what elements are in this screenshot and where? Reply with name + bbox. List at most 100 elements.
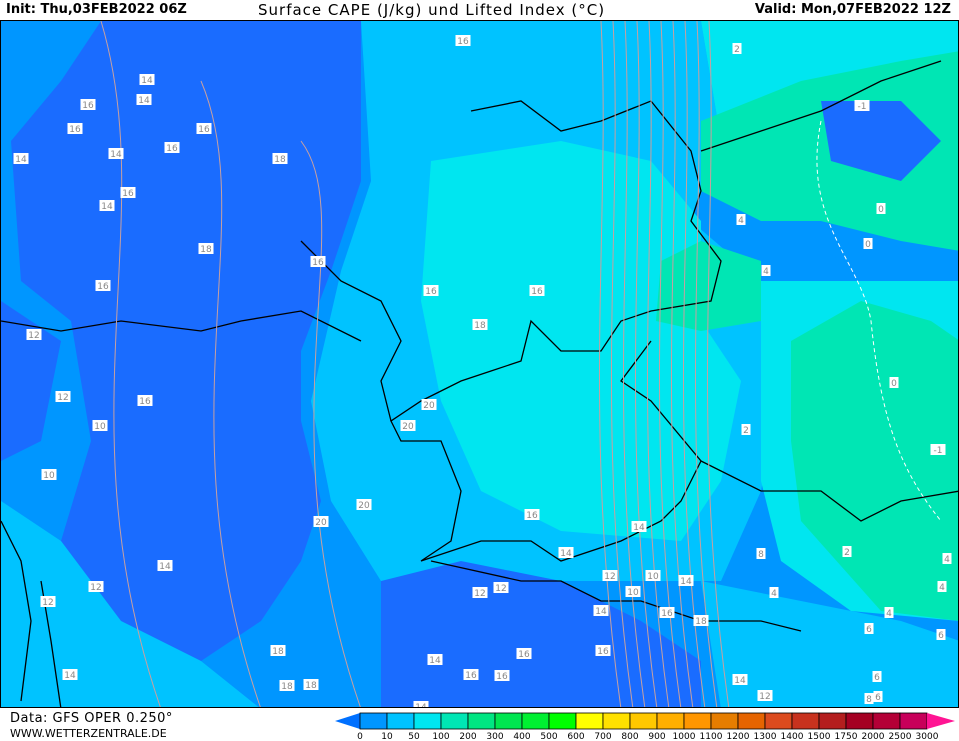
- contour-label-text: 14: [415, 703, 427, 708]
- contour-label-text: 4: [738, 216, 744, 226]
- contour-label: 2: [842, 546, 852, 558]
- contour-label: 4: [942, 553, 952, 565]
- contour-label: 8: [864, 693, 874, 705]
- contour-label: 18: [198, 243, 214, 255]
- contour-label: 12: [493, 582, 509, 594]
- contour-label: 14: [99, 200, 115, 212]
- contour-label-text: 20: [315, 518, 327, 528]
- contour-label: 6: [873, 691, 883, 703]
- contour-label: 6: [936, 629, 946, 641]
- contour-label: 12: [40, 596, 56, 608]
- field-region: [11, 21, 361, 661]
- contour-label: 4: [937, 581, 947, 593]
- contour-label-text: 6: [866, 625, 872, 635]
- contour-label-text: 16: [198, 125, 210, 135]
- contour-label: 4: [884, 607, 894, 619]
- legend-tick-label: 1100: [700, 732, 723, 741]
- valid-time: Valid: Mon,07FEB2022 12Z: [754, 2, 951, 17]
- contour-label: 16: [164, 142, 180, 154]
- legend-tick-label: 10: [381, 732, 393, 741]
- lifted-index-contour: [646, 21, 670, 707]
- country-border: [1, 310, 362, 342]
- contour-label: 16: [80, 99, 96, 111]
- lifted-index-contour: [682, 21, 706, 707]
- legend-swatch: [872, 712, 901, 730]
- contour-label: 16: [120, 187, 136, 199]
- contour-label-text: 6: [938, 631, 944, 641]
- contour-label: 14: [678, 575, 694, 587]
- legend-swatch: [548, 712, 577, 730]
- contour-label-text: 14: [101, 202, 113, 212]
- legend-tick-label: 3000: [916, 732, 939, 741]
- contour-label-text: 20: [402, 422, 414, 432]
- website-credit: WWW.WETTERZENTRALE.DE: [10, 727, 167, 740]
- contour-label: 16: [529, 285, 545, 297]
- contour-label-text: 14: [15, 155, 27, 165]
- contour-label: 10: [92, 420, 108, 432]
- contour-label: 14: [139, 74, 155, 86]
- legend-swatch: [413, 712, 442, 730]
- contour-label: 16: [95, 280, 111, 292]
- contour-label-text: 14: [64, 671, 76, 681]
- legend-tick-label: 1500: [808, 732, 831, 741]
- contour-label-text: 14: [595, 607, 607, 617]
- contour-label-text: 14: [141, 76, 153, 86]
- legend-tick-label: 1400: [781, 732, 804, 741]
- contour-label-text: 20: [358, 501, 370, 511]
- contour-label-text: 12: [604, 572, 615, 582]
- weather-map: 16 14 16 14 16 16 14 18 14 16 14 16 18 16 16 16 16 18 12 12…: [0, 20, 959, 708]
- contour-label-text: 8: [866, 695, 872, 705]
- legend-tick-label: 0: [357, 732, 363, 741]
- contour-label: 12: [88, 581, 104, 593]
- legend-tick-label: 300: [486, 732, 503, 741]
- contour-label-text: 8: [758, 550, 764, 560]
- lifted-index-contour: [300, 140, 361, 707]
- country-border: [700, 60, 942, 152]
- contour-label: 12: [757, 690, 773, 702]
- contour-label: 14: [631, 521, 647, 533]
- contour-label: 18: [472, 319, 488, 331]
- country-border: [300, 240, 402, 422]
- contour-label-text: 6: [875, 693, 881, 703]
- legend-swatch: [440, 712, 469, 730]
- field-region: [1, 501, 259, 707]
- contour-label: 14: [13, 153, 29, 165]
- contour-label-text: -1: [934, 446, 943, 456]
- contour-label: -1: [854, 100, 870, 112]
- contour-label-text: 16: [122, 189, 134, 199]
- legend-tick-label: 1300: [754, 732, 777, 741]
- contour-label: 6: [872, 671, 882, 683]
- legend-tick-label: 2000: [862, 732, 885, 741]
- lifted-index-contour: [610, 21, 634, 707]
- contour-label-text: 14: [159, 562, 171, 572]
- legend-swatch: [467, 712, 496, 730]
- lifted-index-contour: [670, 21, 694, 707]
- lifted-index-contour: [658, 21, 682, 707]
- contour-label-text: 16: [597, 647, 609, 657]
- contour-label-text: 18: [695, 617, 707, 627]
- contour-label-text: 4: [763, 267, 769, 277]
- init-time: Init: Thu,03FEB2022 06Z: [6, 2, 187, 17]
- legend-tick-label: 200: [459, 732, 476, 741]
- contour-label-text: 16: [312, 258, 324, 268]
- contour-label-text: 2: [844, 548, 850, 558]
- contour-label-text: 12: [28, 331, 39, 341]
- lifted-index-contour: [634, 21, 658, 707]
- legend-swatch: [683, 712, 712, 730]
- contour-label-text: 12: [759, 692, 770, 702]
- contour-label-text: 20: [423, 401, 435, 411]
- contour-label: 10: [41, 469, 57, 481]
- contour-label-text: 14: [110, 150, 122, 160]
- contour-label: 16: [516, 648, 532, 660]
- contour-label: 12: [472, 587, 488, 599]
- data-source: Data: GFS OPER 0.250°: [10, 711, 173, 726]
- country-border: [700, 460, 958, 522]
- contour-label: 16: [524, 509, 540, 521]
- contour-label: 16: [196, 123, 212, 135]
- legend-swatch: [845, 712, 874, 730]
- lifted-index-contour: [200, 80, 261, 707]
- contour-label: 14: [593, 605, 609, 617]
- legend-tick-label: 500: [540, 732, 557, 741]
- contour-label-text: 10: [94, 422, 106, 432]
- legend-tick-label: 1000: [673, 732, 696, 741]
